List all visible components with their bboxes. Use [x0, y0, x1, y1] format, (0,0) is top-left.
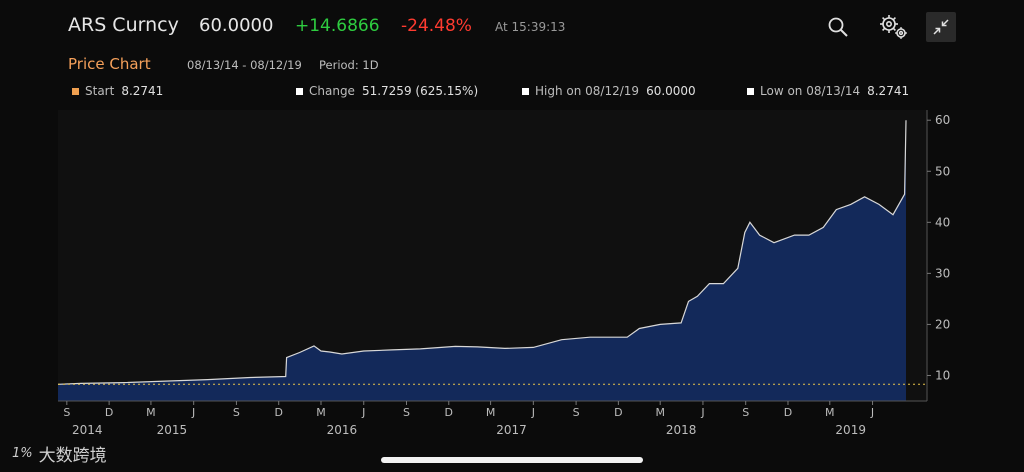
change-marker [296, 87, 303, 95]
stat-label: Change [309, 84, 355, 98]
watermark-logo: 1% [12, 446, 33, 461]
price-area [58, 120, 906, 401]
stat-label: Start [85, 84, 115, 98]
x-year-label: 2016 [327, 423, 358, 437]
y-tick-label: 50 [935, 164, 950, 178]
x-month-label: S [63, 406, 70, 419]
x-month-label: J [191, 406, 195, 419]
x-month-label: M [486, 406, 496, 419]
gear-icon [880, 15, 907, 39]
period-selector[interactable]: Period: 1D [319, 58, 379, 72]
collapse-button[interactable] [926, 12, 956, 42]
x-month-label: D [105, 406, 113, 419]
toolbar [820, 12, 956, 42]
net-change: +14.6866 [295, 16, 380, 36]
y-tick-label: 30 [935, 266, 950, 280]
start-marker [72, 87, 79, 95]
x-month-label: J [531, 406, 535, 419]
stat-start: Start 8.2741 [72, 84, 296, 98]
x-month-label: M [316, 406, 326, 419]
x-month-label: D [784, 406, 792, 419]
settings-button[interactable] [876, 12, 912, 42]
collapse-icon [933, 19, 949, 35]
x-month-label: D [445, 406, 453, 419]
y-tick-label: 20 [935, 317, 950, 331]
stat-label: Low on 08/13/14 [760, 84, 861, 98]
x-month-label: M [146, 406, 156, 419]
stat-value: 60.0000 [646, 84, 696, 98]
x-month-label: S [742, 406, 749, 419]
chart-stats: Start 8.2741 Change 51.7259 (625.15%) Hi… [72, 84, 909, 98]
x-year-label: 2015 [157, 423, 188, 437]
x-year-label: 2018 [666, 423, 697, 437]
date-range[interactable]: 08/13/14 - 08/12/19 [187, 58, 302, 72]
price-line [57, 120, 907, 385]
x-month-label: S [403, 406, 410, 419]
x-year-label: 2017 [496, 423, 527, 437]
stat-label: High on 08/12/19 [535, 84, 640, 98]
low-marker [747, 87, 754, 95]
stat-value: 51.7259 (625.15%) [361, 84, 479, 98]
y-tick-label: 60 [935, 113, 950, 127]
quote-time: At 15:39:13 [495, 20, 566, 34]
chart-subheader: Price Chart 08/13/14 - 08/12/19 Period: … [68, 55, 379, 73]
x-month-label: M [825, 406, 835, 419]
stat-value: 8.2741 [867, 84, 910, 98]
x-month-label: D [614, 406, 622, 419]
x-month-label: S [573, 406, 580, 419]
high-marker [522, 87, 529, 95]
stat-value: 8.2741 [121, 84, 164, 98]
x-month-label: M [655, 406, 665, 419]
x-month-label: J [361, 406, 365, 419]
x-month-label: J [870, 406, 874, 419]
stat-change: Change 51.7259 (625.15%) [296, 84, 522, 98]
search-button[interactable] [820, 12, 856, 42]
y-tick-label: 40 [935, 215, 950, 229]
x-year-label: 2019 [835, 423, 866, 437]
quote-header: ARS Curncy 60.0000 +14.6866 -24.48% At 1… [68, 14, 565, 44]
watermark-text: 大数跨境 [38, 446, 107, 466]
x-month-label: S [233, 406, 240, 419]
watermark: 1% 大数跨境 [12, 441, 107, 466]
chart-title: Price Chart [68, 55, 151, 73]
stat-high: High on 08/12/19 60.0000 [522, 84, 747, 98]
stat-low: Low on 08/13/14 8.2741 [747, 84, 909, 98]
home-indicator[interactable] [381, 457, 643, 463]
x-month-label: J [700, 406, 704, 419]
last-price: 60.0000 [199, 15, 274, 36]
ticker-symbol: ARS Curncy [68, 14, 179, 36]
search-icon [828, 17, 848, 37]
percent-change: -24.48% [401, 16, 472, 36]
y-tick-label: 10 [935, 368, 950, 382]
x-year-label: 2014 [72, 423, 103, 437]
x-month-label: D [274, 406, 282, 419]
